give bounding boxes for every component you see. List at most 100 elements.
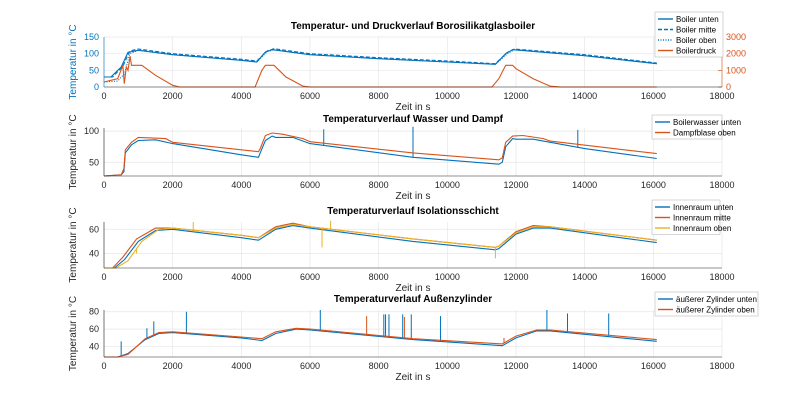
legend-label: Boiler mitte — [676, 26, 717, 35]
x-tick-label: 6000 — [300, 272, 320, 282]
legend-label: äußerer Zylinder unten — [676, 295, 757, 304]
plot-area — [104, 37, 722, 87]
y-tick-label: 80 — [89, 307, 99, 317]
y-axis-label: Temperatur in °C — [68, 24, 79, 99]
legend-label: Innenraum unten — [673, 203, 734, 212]
x-tick-label: 18000 — [709, 91, 734, 101]
x-tick-label: 8000 — [369, 180, 389, 190]
x-tick-label: 18000 — [709, 361, 734, 371]
series-line-2 — [103, 132, 657, 177]
x-tick-label: 0 — [101, 272, 106, 282]
x-tick-label: 6000 — [300, 91, 320, 101]
y-axis-label: Temperatur in °C — [68, 114, 79, 189]
x-tick-label: 2000 — [163, 180, 183, 190]
subplot-4: 0 2000 4000 6000 8000 10000 12000 14000 16000 180… — [68, 291, 759, 383]
x-tick-label: 10000 — [435, 180, 460, 190]
x-tick-label: 2000 — [163, 91, 183, 101]
subplot-title: Temperaturverlauf Außenzylinder — [334, 294, 492, 305]
y-tick-label: 150 — [84, 32, 99, 42]
x-tick-label: 16000 — [641, 91, 666, 101]
y2-tick-label: 1000 — [726, 65, 746, 75]
x-tick-label: 4000 — [231, 180, 251, 190]
series-line-3 — [104, 223, 657, 269]
y-tick-label: 50 — [89, 65, 99, 75]
x-tick-label: 14000 — [572, 180, 597, 190]
y-axis-label: Temperatur in °C — [68, 207, 79, 282]
x-tick-label: 18000 — [709, 272, 734, 282]
plot-area — [104, 310, 722, 357]
legend-label: Boiler unten — [676, 15, 719, 24]
legend-box — [651, 114, 723, 140]
x-tick-label: 14000 — [572, 361, 597, 371]
x-tick-label: 14000 — [572, 91, 597, 101]
x-tick-label: 8000 — [369, 91, 389, 101]
series-line-1 — [104, 225, 657, 269]
x-tick-label: 8000 — [369, 361, 389, 371]
legend: äußerer Zylinder unten äußerer Zylinder o… — [654, 291, 759, 317]
legend: Innenraum unten Innenraum mitteInnenraum … — [651, 199, 734, 235]
x-tick-label: 14000 — [572, 272, 597, 282]
legend-label: Boiler oben — [676, 36, 716, 45]
x-tick-label: 12000 — [503, 361, 528, 371]
y-axis-label: Temperatur in °C — [68, 296, 79, 371]
x-tick-label: 0 — [101, 361, 106, 371]
subplot-1: 0 2000 4000 6000 8000 10000 12000 14000 16000 180… — [68, 11, 746, 113]
y-tick-label: 60 — [89, 224, 99, 234]
x-tick-label: 4000 — [231, 91, 251, 101]
x-tick-label: 16000 — [641, 361, 666, 371]
y-tick-label: 0 — [94, 82, 99, 92]
x-tick-label: 16000 — [641, 180, 666, 190]
y2-tick-label: 2000 — [726, 49, 746, 59]
x-tick-label: 2000 — [163, 361, 183, 371]
subplot-3: 0 2000 4000 6000 8000 10000 12000 14000 16000 180… — [68, 199, 735, 294]
x-tick-label: 12000 — [503, 91, 528, 101]
x-tick-label: 8000 — [369, 272, 389, 282]
subplot-title: Temperaturverlauf Isolationsschicht — [327, 206, 499, 217]
legend-label: Dampfblase oben — [673, 129, 736, 138]
series-line-3 — [103, 49, 657, 83]
legend: Boilerwasser unten Dampfblase oben — [651, 114, 741, 140]
y-tick-label: 50 — [89, 157, 99, 167]
subplot-title: Temperaturverlauf Wasser und Dampf — [323, 114, 504, 125]
x-tick-label: 12000 — [503, 272, 528, 282]
x-tick-label: 16000 — [641, 272, 666, 282]
x-axis-label: Zeit in s — [395, 283, 430, 294]
x-axis-label: Zeit in s — [395, 191, 430, 202]
x-tick-label: 4000 — [231, 272, 251, 282]
legend-label: Innenraum mitte — [673, 214, 731, 223]
y-tick-label: 40 — [89, 342, 99, 352]
series-line-2 — [104, 222, 657, 269]
plot-area — [104, 222, 722, 268]
x-tick-label: 6000 — [300, 180, 320, 190]
legend-label: Boilerwasser unten — [673, 118, 741, 127]
x-tick-label: 0 — [101, 91, 106, 101]
legend-label: Boilerdruck — [676, 47, 717, 56]
x-tick-label: 10000 — [435, 272, 460, 282]
y-tick-label: 60 — [89, 324, 99, 334]
subplot-title: Temperatur- und Druckverlauf Borosilikat… — [291, 21, 535, 32]
x-axis-label: Zeit in s — [395, 102, 430, 113]
subplot-2: 0 2000 4000 6000 8000 10000 12000 14000 16000 180… — [68, 114, 741, 202]
legend-box — [654, 291, 759, 317]
y-tick-label: 100 — [84, 126, 99, 136]
y2-tick-label: 0 — [726, 82, 731, 92]
y-tick-label: 40 — [89, 248, 99, 258]
series-line-1 — [103, 135, 657, 177]
legend-label: äußerer Zylinder oben — [676, 306, 755, 315]
y2-tick-label: 3000 — [726, 32, 746, 42]
x-tick-label: 4000 — [231, 361, 251, 371]
x-tick-label: 10000 — [435, 91, 460, 101]
series-line-4 — [103, 56, 657, 88]
series-line-2 — [104, 327, 657, 358]
x-tick-label: 18000 — [709, 180, 734, 190]
x-tick-label: 2000 — [163, 272, 183, 282]
x-tick-label: 12000 — [503, 180, 528, 190]
x-tick-label: 0 — [101, 180, 106, 190]
x-tick-label: 10000 — [435, 361, 460, 371]
x-tick-label: 6000 — [300, 361, 320, 371]
y-tick-label: 100 — [84, 49, 99, 59]
legend-label: Innenraum oben — [673, 224, 731, 233]
x-axis-label: Zeit in s — [395, 372, 430, 383]
